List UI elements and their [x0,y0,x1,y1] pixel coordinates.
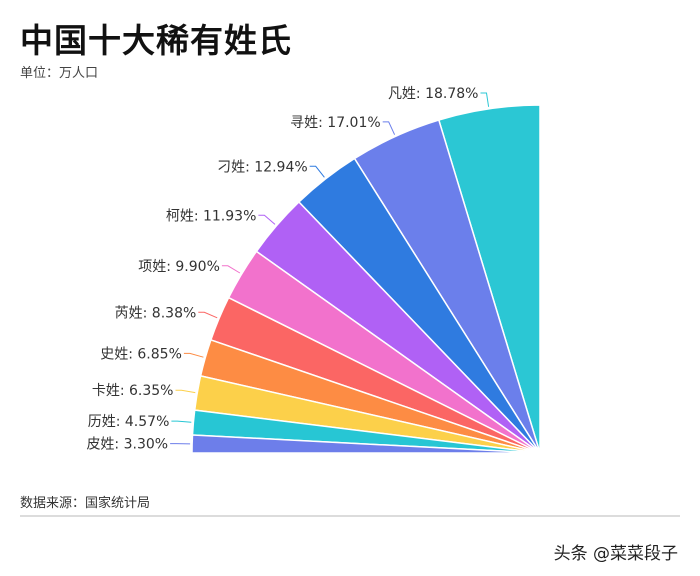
leader-line [309,165,325,178]
leader-line [183,352,204,358]
leader-line [480,92,490,107]
slice-label: 芮姓: 8.38% [115,304,197,321]
slice-label: 皮姓: 3.30% [86,437,168,453]
leader-line [221,265,241,274]
slice-labels: 凡姓: 18.78% 寻姓: 17.01% 刁姓: 12.94% 柯姓: 11.93%… [86,86,478,453]
data-source: 数据来源：国家统计局 [20,496,151,511]
slice-label: 历姓: 4.57% [88,414,170,430]
slice-label: 卡姓: 6.35% [92,383,174,399]
leader-line [382,121,396,135]
slice-label: 寻姓: 17.01% [290,115,381,131]
slice-label: 史姓: 6.85% [100,346,182,362]
leader-line [258,214,276,225]
watermark: 头条 @菜菜段子 [553,544,678,564]
slice-label: 凡姓: 18.78% [388,86,479,102]
slice-10 [191,434,541,454]
label-leader-lines [170,92,490,445]
slice-label: 项姓: 9.90% [138,259,220,275]
leader-line [171,420,192,423]
chart-title: 中国十大稀有姓氏 [20,21,292,60]
slice-label: 柯姓: 11.93% [166,208,257,224]
separator-line [20,515,680,517]
leader-line [198,311,218,319]
leader-line [175,389,196,394]
unit-subtitle: 单位：万人口 [20,66,99,81]
slice-label: 刁姓: 12.94% [217,159,308,175]
chart-slices [191,104,541,454]
